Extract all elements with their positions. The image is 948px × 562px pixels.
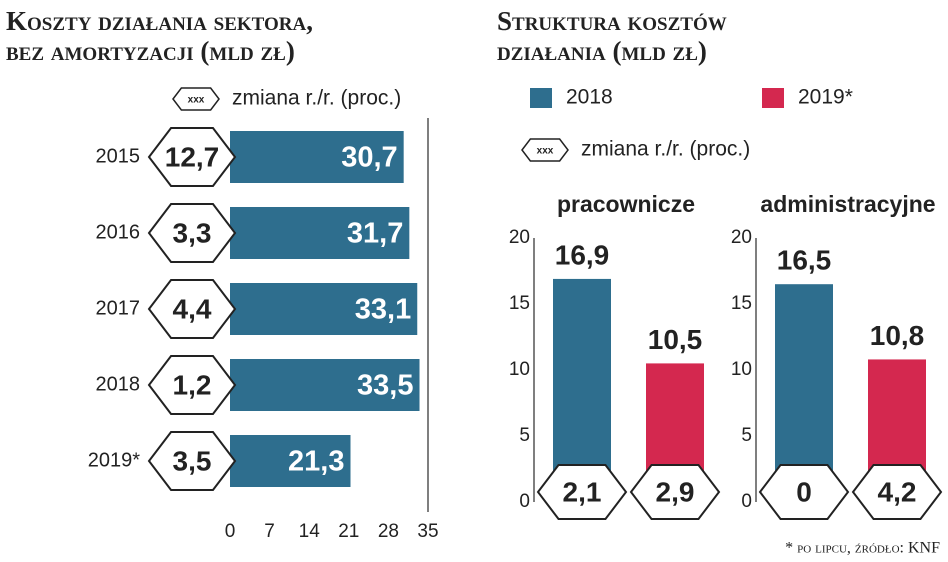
bar — [230, 283, 418, 335]
y-tick-label: 5 — [519, 425, 530, 446]
chart-title: Koszty działania sektora, — [6, 6, 313, 36]
change-badge — [851, 464, 943, 520]
change-label: 3,3 — [173, 217, 212, 248]
change-label: 0 — [796, 476, 812, 507]
y-tick-label: 0 — [741, 491, 752, 512]
bar — [230, 435, 351, 487]
category-label: pracownicze — [557, 191, 695, 217]
category-label: 2018 — [96, 373, 141, 395]
value-label: 10,5 — [648, 324, 703, 355]
change-label: 4,4 — [173, 293, 212, 324]
change-badge — [758, 464, 850, 520]
legend-label: 2018 — [566, 86, 613, 109]
y-tick-label: 10 — [509, 359, 530, 380]
change-badge — [147, 203, 237, 263]
value-label: 31,7 — [347, 218, 403, 250]
legend-label: 2019* — [798, 86, 853, 109]
chart-title: bez amortyzacji (mld zł) — [6, 36, 295, 66]
value-label: 30,7 — [341, 142, 397, 174]
change-label: 1,2 — [173, 369, 212, 400]
chart-title: Struktura kosztów — [497, 6, 727, 36]
category-label: 2019* — [88, 449, 140, 471]
x-tick-label: 21 — [338, 521, 359, 542]
y-tick-label: 20 — [509, 227, 530, 248]
x-tick-label: 28 — [378, 521, 399, 542]
category-label: 2015 — [96, 145, 141, 167]
value-label: 10,8 — [870, 320, 925, 351]
change-badge — [147, 355, 237, 415]
value-label: 33,5 — [357, 370, 413, 402]
category-label: 2016 — [96, 221, 141, 243]
legend-symbol — [172, 87, 220, 111]
legend-swatch — [762, 88, 784, 108]
footnote: * po lipcu, źródło: KNF — [785, 540, 940, 557]
change-badge — [147, 127, 237, 187]
x-tick-label: 0 — [225, 521, 236, 542]
legend-symbol-text: xxx — [537, 146, 554, 157]
y-tick-label: 5 — [741, 425, 752, 446]
y-tick-label: 10 — [731, 359, 752, 380]
change-badge — [147, 431, 237, 491]
change-label: 2,9 — [656, 476, 695, 507]
x-tick-label: 7 — [264, 521, 275, 542]
y-tick-label: 20 — [731, 227, 752, 248]
change-badge — [536, 464, 628, 520]
bar — [230, 207, 410, 259]
value-label: 33,1 — [355, 294, 411, 326]
change-badge — [147, 279, 237, 339]
bar — [230, 359, 420, 411]
legend-symbol-text: xxx — [188, 95, 205, 106]
change-badge — [629, 464, 721, 520]
change-label: 4,2 — [878, 476, 917, 507]
y-tick-label: 0 — [519, 491, 530, 512]
legend-symbol — [521, 138, 569, 162]
y-tick-label: 15 — [731, 293, 752, 314]
change-label: 12,7 — [165, 141, 220, 172]
bar — [230, 131, 404, 183]
category-label: administracyjne — [760, 191, 935, 217]
category-label: 2017 — [96, 297, 141, 319]
chart-title: działania (mld zł) — [497, 36, 707, 66]
legend-swatch — [530, 88, 552, 108]
value-label: 21,3 — [288, 446, 344, 478]
change-label: 3,5 — [173, 445, 212, 476]
y-tick-label: 15 — [509, 293, 530, 314]
value-label: 16,5 — [777, 245, 832, 276]
x-tick-label: 35 — [417, 521, 438, 542]
value-label: 16,9 — [555, 239, 610, 270]
legend-label: zmiana r./r. (proc.) — [232, 87, 401, 110]
legend-label: zmiana r./r. (proc.) — [581, 138, 750, 161]
x-tick-label: 14 — [299, 521, 321, 542]
change-label: 2,1 — [563, 476, 602, 507]
